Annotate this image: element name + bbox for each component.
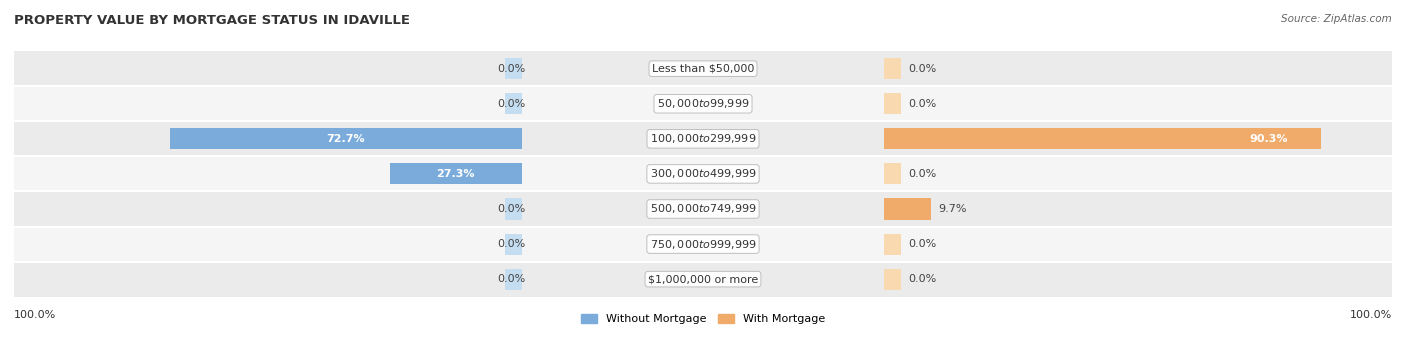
Bar [548,86,858,121]
Text: 0.0%: 0.0% [498,204,526,214]
Bar [505,58,522,79]
Bar [548,51,858,86]
Bar [858,51,1392,86]
Text: 0.0%: 0.0% [908,99,936,109]
Bar [14,191,548,226]
Bar [884,163,901,184]
Text: 27.3%: 27.3% [436,169,475,179]
Text: $750,000 to $999,999: $750,000 to $999,999 [650,238,756,251]
Text: 0.0%: 0.0% [908,239,936,249]
Text: 100.0%: 100.0% [14,310,56,320]
Text: 90.3%: 90.3% [1249,134,1288,144]
Bar [14,121,548,157]
Text: 0.0%: 0.0% [498,99,526,109]
Text: $100,000 to $299,999: $100,000 to $299,999 [650,132,756,145]
Bar [505,198,522,220]
Text: 0.0%: 0.0% [908,64,936,74]
Bar [858,226,1392,262]
Text: 9.7%: 9.7% [938,204,967,214]
Text: 0.0%: 0.0% [908,274,936,284]
Text: Source: ZipAtlas.com: Source: ZipAtlas.com [1281,14,1392,24]
Bar [858,157,1392,191]
Bar [14,157,548,191]
Text: 0.0%: 0.0% [908,169,936,179]
Text: Less than $50,000: Less than $50,000 [652,64,754,74]
Text: 0.0%: 0.0% [498,239,526,249]
Bar [170,128,522,149]
Text: $1,000,000 or more: $1,000,000 or more [648,274,758,284]
Bar [548,121,858,157]
Bar [858,86,1392,121]
Text: 72.7%: 72.7% [326,134,366,144]
Text: 0.0%: 0.0% [498,64,526,74]
Bar [858,121,1392,157]
Bar [389,163,522,184]
Bar [858,262,1392,297]
Bar [14,262,548,297]
Bar [884,198,931,220]
Bar [884,58,901,79]
Bar [548,226,858,262]
Bar [505,234,522,255]
Text: $500,000 to $749,999: $500,000 to $749,999 [650,203,756,216]
Bar [505,269,522,290]
Bar [858,191,1392,226]
Text: $300,000 to $499,999: $300,000 to $499,999 [650,167,756,180]
Bar [884,128,1320,149]
Bar [548,191,858,226]
Bar [548,262,858,297]
Text: 0.0%: 0.0% [498,274,526,284]
Legend: Without Mortgage, With Mortgage: Without Mortgage, With Mortgage [576,309,830,329]
Bar [14,51,548,86]
Bar [548,157,858,191]
Bar [884,93,901,114]
Text: PROPERTY VALUE BY MORTGAGE STATUS IN IDAVILLE: PROPERTY VALUE BY MORTGAGE STATUS IN IDA… [14,14,411,27]
Bar [14,86,548,121]
Bar [884,269,901,290]
Bar [505,93,522,114]
Bar [14,226,548,262]
Text: 100.0%: 100.0% [1350,310,1392,320]
Text: $50,000 to $99,999: $50,000 to $99,999 [657,97,749,110]
Bar [884,234,901,255]
